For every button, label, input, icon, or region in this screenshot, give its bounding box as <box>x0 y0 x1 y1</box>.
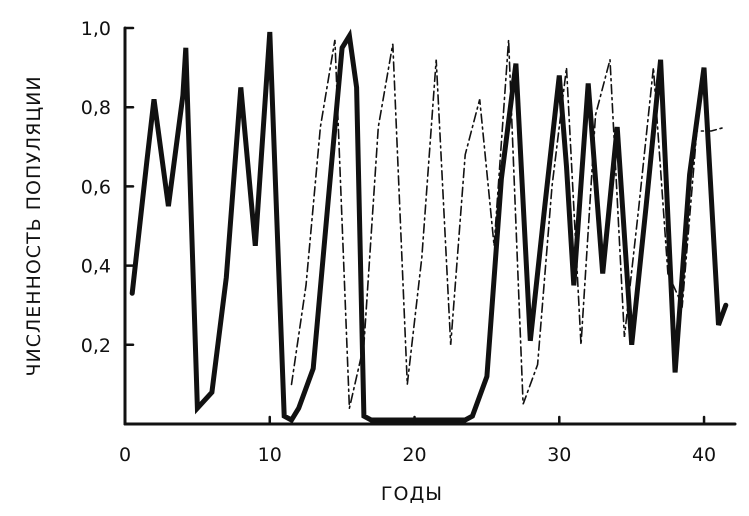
y-tick-label: 0,4 <box>81 256 111 278</box>
x-tick-label: 10 <box>258 444 282 466</box>
y-tick-label: 0,8 <box>81 97 111 119</box>
x-axis-label: ГОДЫ <box>381 483 443 505</box>
x-tick-label: 30 <box>547 444 571 466</box>
axes <box>123 26 737 426</box>
x-tick-label: 20 <box>402 444 426 466</box>
series-line-solid <box>129 28 729 424</box>
x-tick-label: 0 <box>119 444 131 466</box>
y-axis-label: ЧИСЛЕННОСТЬ ПОПУЛЯЦИИ <box>23 75 45 376</box>
y-tick-label: 0,2 <box>81 335 111 357</box>
series-layer <box>129 28 729 424</box>
y-tick-label: 0,6 <box>81 176 111 198</box>
y-tick-label: 1,0 <box>81 18 111 40</box>
x-tick-label: 40 <box>692 444 716 466</box>
tick-labels: 0 10 20 30 40 0,2 0,4 0,6 0,8 1,0 <box>81 18 716 466</box>
ticks <box>123 26 706 426</box>
